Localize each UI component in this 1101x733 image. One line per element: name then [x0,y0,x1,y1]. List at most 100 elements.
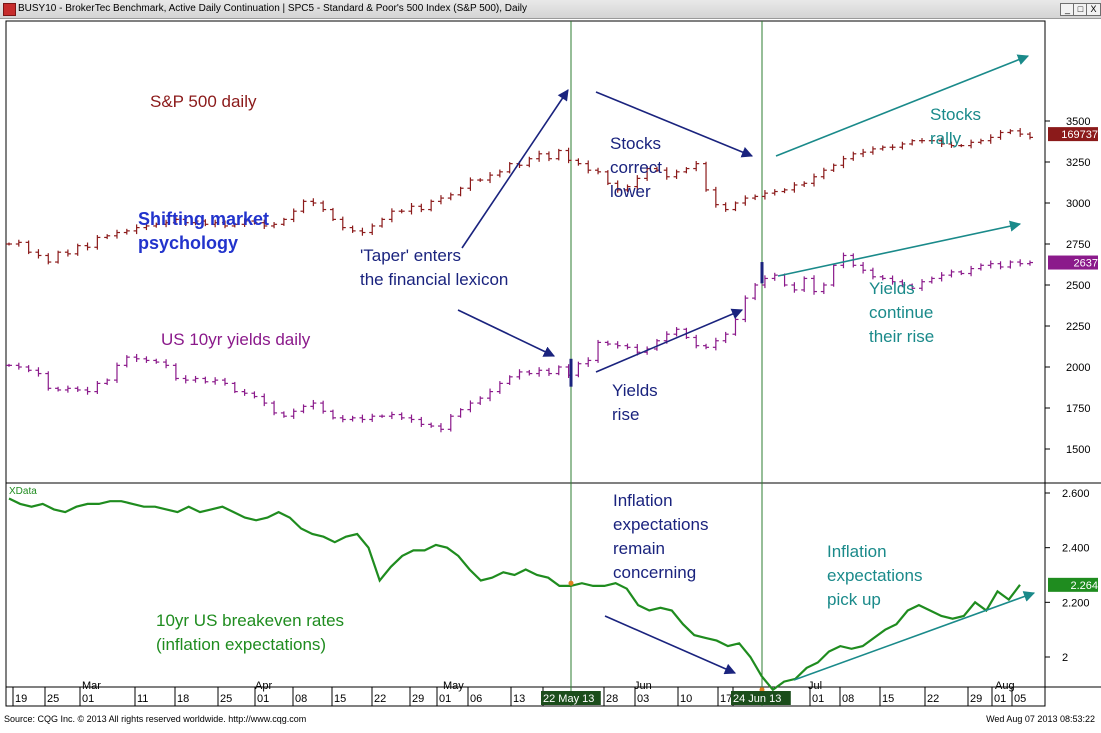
yields-bar [673,327,680,337]
sp500-bar [182,216,189,226]
lower-axis: 2.600 2.400 2.200 2 [1045,488,1090,664]
yields-bar [182,375,189,384]
sp500-bar [339,216,346,231]
yields-bar [261,393,268,407]
sp500-bar [64,249,71,257]
sp500-bar [742,195,749,206]
sp500-bar [506,162,513,174]
stocks-rally-label: Stocks rally [930,105,982,148]
x-tick-label: 28 [606,693,618,705]
yields-bar [163,359,170,369]
sp500-bar [830,163,837,172]
sp500-bar [329,207,336,222]
x-tick-label: 17 [720,693,732,705]
x-tick-label: 03 [637,693,649,705]
close-button[interactable]: X [1086,3,1101,16]
yields-last-value-text: 2637 [1074,258,1098,270]
yields-bar [221,377,228,386]
inflation-remain-label: Inflation expectations remain concerning [613,491,709,582]
sp500-bar [290,208,297,223]
yields-bar [869,267,876,280]
sp500-bar [398,209,405,214]
yields-bar [25,365,32,373]
yields-bar [506,375,513,385]
sp500-bar [909,139,916,146]
yields-bar [761,275,768,289]
yields-bar [830,263,837,287]
yields-bar [64,385,71,393]
sp500-bar [172,217,179,225]
yields-bar [123,355,130,368]
price-tick-label: 1750 [1066,403,1090,415]
x-tick-label: 06 [470,693,482,705]
window-titlebar: BUSY10 - BrokerTec Benchmark, Active Dai… [0,0,1101,19]
yields-bar [487,388,494,402]
x-tick-label: 29 [412,693,424,705]
sp500-bar [212,219,219,228]
inflation-up-arrow [793,591,1036,681]
sp500-bar [869,146,876,155]
yields-bar [791,282,798,293]
yields-bar [968,265,975,277]
sp500-bar [369,223,376,235]
yields-bar [15,362,22,370]
x-tick-label: 11 [137,693,148,705]
sp500-bar [359,227,366,236]
yields-bar [388,411,395,420]
yields-bar [320,400,327,414]
yields-bar [595,339,602,363]
sp500-label: S&P 500 daily [150,92,257,111]
x-axis: 19 25 01 11 18 25 01 08 15 22 29 01 06 13 22 May 13 28 0… [12,680,1026,706]
x-tick-label: 08 [295,693,307,705]
x-tick-label: 22 [927,693,939,705]
sp500-bar [634,175,641,190]
yields-bar [271,400,278,416]
yields-bar [133,353,140,362]
sp500-bar [653,166,660,173]
x-tick-label: 01 [439,693,451,705]
sp500-bar [123,228,130,235]
x-tick-label: 05 [1014,693,1026,705]
yields-bar [545,367,552,376]
price-tick-label: 3500 [1066,116,1090,128]
inflation-down-arrow [604,615,737,675]
breakeven-last-value-text: 2.264 [1070,580,1098,592]
may-marker [568,580,574,586]
yields-bar [722,331,729,344]
yields-bar [153,358,160,364]
yields-bar [771,272,778,281]
yields-bar [801,276,808,292]
yields-bar [447,413,454,432]
yields-bar [379,414,386,418]
yields-bar [55,386,62,392]
yields-bar [555,365,562,376]
yields-rise-label: Yields rise [612,381,658,424]
x-month-label: Jun [634,680,652,692]
yields-bar [879,274,886,281]
sp500-series [6,128,1033,265]
yields-bar [428,422,435,428]
sp500-bar [94,235,101,250]
sp500-bar [231,222,238,228]
yields-bar [1027,260,1033,266]
yields-bar [437,423,444,433]
yields-bar [919,279,926,291]
sp500-bar [545,151,552,162]
yields-bar [359,414,366,423]
sp500-bar [860,148,867,158]
sp500-bar [487,172,494,184]
yields-bar [928,276,935,284]
sp500-bar [467,177,474,191]
chart-canvas: 1500 1750 2000 2250 2500 2750 3000 3250 3500 2.60… [5,20,1101,707]
sp500-bar [575,158,582,166]
x-tick-label: 01 [812,693,824,705]
xdata-label: XData [9,486,37,497]
sp500-bar [163,219,170,228]
sp500-bar [388,208,395,223]
sp500-bar [428,199,435,212]
yields-bar [408,414,415,423]
yields-bar [977,263,984,271]
x-month-label: Apr [255,680,272,692]
sp500-bar [261,219,268,229]
sp500-bar [35,249,42,259]
